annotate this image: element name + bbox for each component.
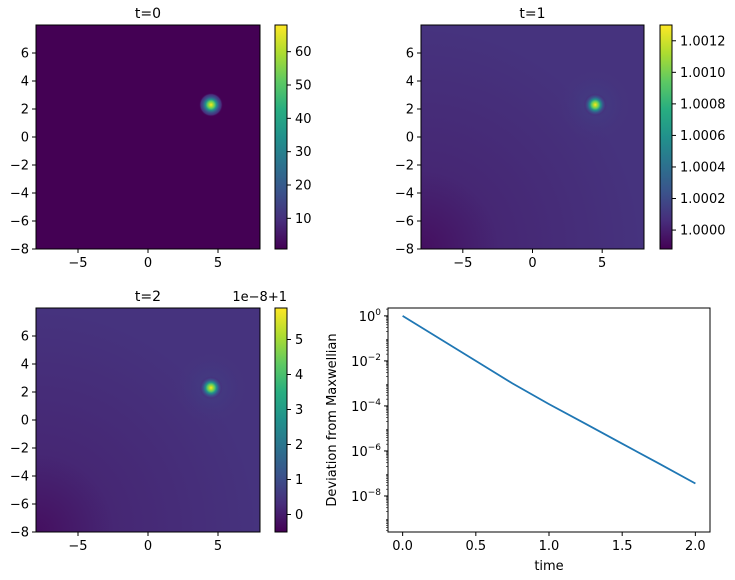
y-tick-label: −2 (10, 442, 29, 457)
y-tick-label: 6 (21, 330, 29, 345)
y-tick-label: 4 (406, 75, 414, 90)
colorbar-tick-label: 1.0002 (680, 192, 726, 207)
panel-title: t=0 (135, 6, 161, 22)
y-tick-label: 6 (406, 47, 414, 62)
x-axis-label: time (534, 559, 563, 574)
y-tick-label: 0 (21, 414, 29, 429)
heatmap-panel-1: t=1 −5 0 5 −8 −6 −4 −2 0 2 4 6 1.0000 1.0002 1.0004 1.0… (395, 6, 726, 271)
x-tick-label: −5 (68, 256, 87, 271)
y-tick-label: −8 (10, 526, 29, 541)
y-tick-label: 2 (21, 386, 29, 401)
panel-title: t=2 (135, 289, 161, 305)
x-tick-label: 0.5 (465, 539, 486, 554)
y-tick-label: 0 (406, 131, 414, 146)
y-tick-label: −8 (10, 243, 29, 258)
panel-title: t=1 (519, 6, 545, 22)
heatmap-field (36, 25, 260, 249)
colorbar-frame (274, 24, 288, 250)
colorbar-tick-label: 3 (295, 403, 303, 418)
colorbar-tick-label: 20 (295, 179, 312, 194)
x-tick-label: −5 (68, 539, 87, 554)
heatmap-peak (199, 375, 223, 400)
y-axis-label: Deviation from Maxwellian (325, 333, 340, 506)
colorbar-tick-label: 1.0004 (680, 160, 726, 175)
heatmap-peak (199, 92, 223, 117)
y-tick-label: −2 (395, 159, 414, 174)
colorbar-frame (659, 24, 673, 250)
colorbar (275, 25, 287, 249)
y-tick-label: −8 (395, 243, 414, 258)
x-tick-label: 0 (144, 256, 152, 271)
x-tick-label: 0.0 (392, 539, 413, 554)
y-tick-label: 100 (359, 308, 382, 325)
x-tick-label: −5 (453, 256, 472, 271)
x-tick-label: 5 (214, 256, 222, 271)
heatmap-panel-0: t=0 −5 0 5 −8 −6 −4 −2 0 2 4 6 10 20 30 40 50 60 (10, 6, 312, 271)
x-tick-label: 0 (144, 539, 152, 554)
colorbar-tick-label: 1.0010 (680, 66, 726, 81)
colorbar-frame (274, 307, 288, 533)
x-tick-label: 5 (598, 256, 606, 271)
y-tick-label: 4 (21, 75, 29, 90)
y-tick-label: 10−8 (351, 488, 381, 505)
y-tick-label: −6 (10, 215, 29, 230)
x-tick-label: 5 (214, 539, 222, 554)
x-tick-label: 1.0 (539, 539, 560, 554)
colorbar-tick-label: 30 (295, 145, 312, 160)
colorbar-tick-label: 0 (295, 508, 303, 523)
x-tick-label: 1.5 (612, 539, 633, 554)
y-tick-label: 2 (21, 103, 29, 118)
colorbar-tick-label: 50 (295, 79, 312, 94)
y-tick-label: 2 (406, 103, 414, 118)
y-tick-label: −6 (395, 215, 414, 230)
y-tick-label: −4 (10, 187, 29, 202)
colorbar (660, 25, 672, 249)
colorbar-tick-label: 10 (295, 212, 312, 227)
axes-frame (387, 307, 711, 533)
colorbar-tick-label: 1 (295, 473, 303, 488)
y-tick-label: 10−6 (351, 443, 381, 460)
colorbar-tick-label: 1.0006 (680, 129, 726, 144)
y-tick-label: 10−2 (351, 353, 381, 370)
y-tick-label: 10−4 (351, 398, 381, 415)
colorbar-offset-text: 1e−8+1 (232, 290, 287, 305)
y-tick-label: 0 (21, 131, 29, 146)
colorbar (275, 308, 287, 532)
y-tick-label: −2 (10, 159, 29, 174)
colorbar-tick-label: 4 (295, 368, 303, 383)
y-tick-label: 6 (21, 47, 29, 62)
colorbar-tick-label: 1.0012 (680, 34, 726, 49)
colorbar-tick-label: 60 (295, 45, 312, 60)
line-panel: 10−8 10−6 10−4 10−2 100 0.0 0.5 1.0 1.5 2.0 time De… (325, 307, 711, 574)
series-line-0 (402, 315, 696, 485)
x-tick-label: 2.0 (685, 539, 706, 554)
heatmap-peak (583, 92, 608, 117)
colorbar-tick-label: 5 (295, 333, 303, 348)
colorbar-tick-label: 1.0000 (680, 224, 726, 239)
y-tick-label: 4 (21, 358, 29, 373)
y-tick-label: −6 (10, 498, 29, 513)
y-tick-label: −4 (395, 187, 414, 202)
colorbar-tick-label: 1.0008 (680, 97, 726, 112)
x-tick-label: 0 (528, 256, 536, 271)
heatmap-panel-2: t=2 −5 0 5 −8 −6 −4 −2 0 2 4 6 0 1 2 3 4 5 1e−8+1 (10, 289, 303, 554)
y-tick-label: −4 (10, 470, 29, 485)
colorbar-tick-label: 2 (295, 438, 303, 453)
colorbar-tick-label: 40 (295, 112, 312, 127)
